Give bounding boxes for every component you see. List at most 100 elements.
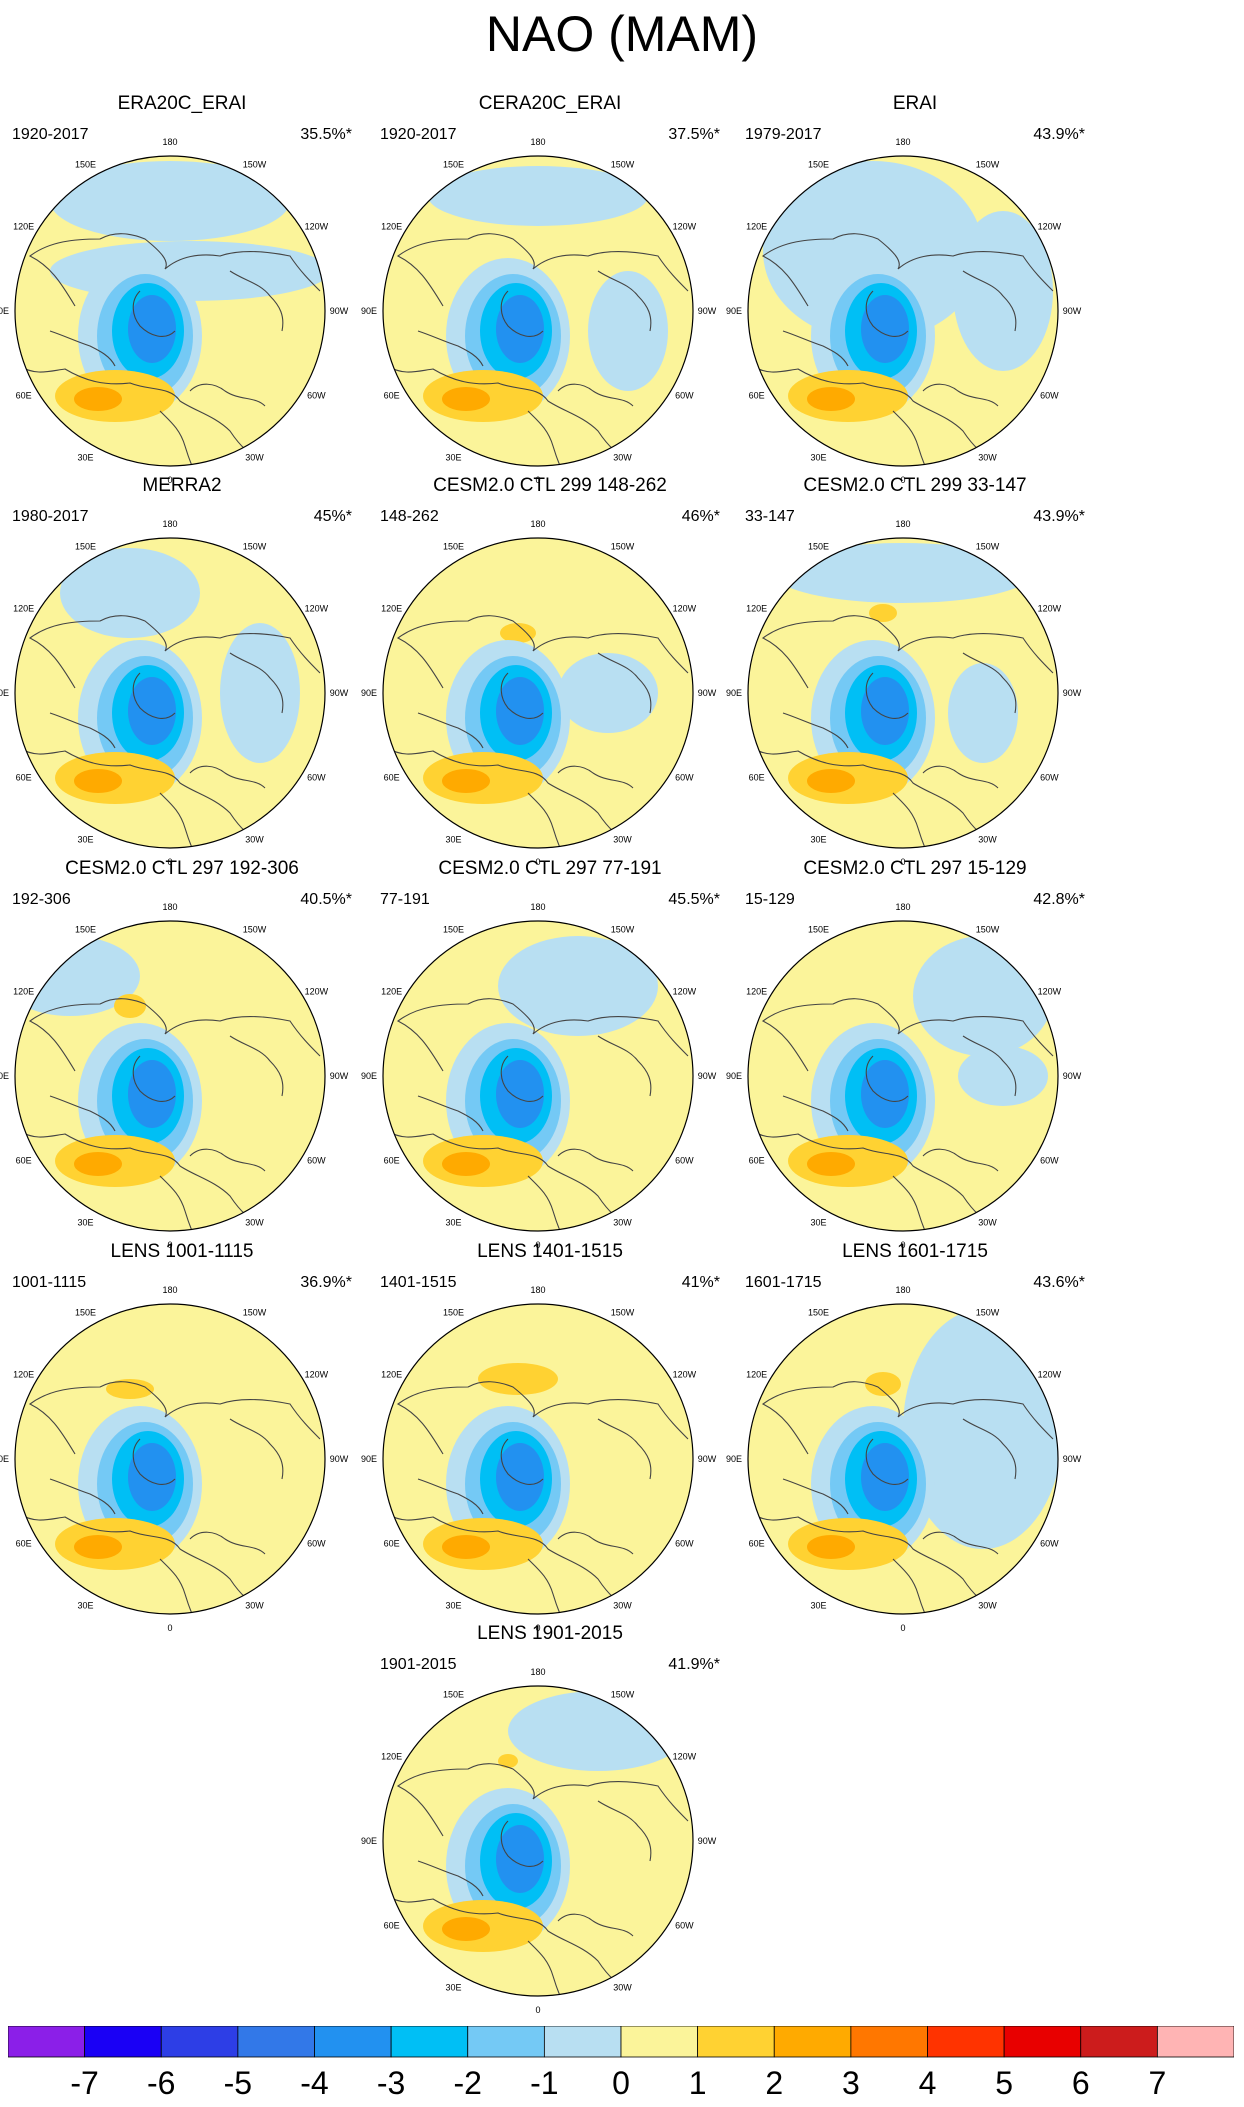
anomaly-region bbox=[428, 166, 648, 226]
anomaly-region bbox=[496, 1825, 544, 1893]
longitude-label: 90W bbox=[1063, 1454, 1082, 1464]
longitude-label: 60E bbox=[749, 1156, 765, 1166]
coastline bbox=[132, 1438, 176, 1485]
coastline bbox=[396, 1381, 689, 1455]
panel-period: 1920-2017 bbox=[12, 126, 89, 143]
panel-period: 1901-2015 bbox=[380, 1656, 457, 1673]
longitude-label: 180 bbox=[162, 1285, 177, 1295]
anomaly-region bbox=[861, 1443, 909, 1511]
coastline bbox=[782, 1095, 849, 1132]
coastline bbox=[557, 1531, 634, 1555]
longitude-label: 150W bbox=[976, 160, 1000, 170]
coastline bbox=[132, 672, 176, 719]
coastline bbox=[597, 652, 652, 714]
colorbar-box bbox=[620, 2026, 699, 2058]
panel-period: 192-306 bbox=[12, 891, 71, 908]
map-boundary bbox=[747, 155, 1059, 467]
longitude-label: 180 bbox=[895, 1285, 910, 1295]
longitude-label: 90E bbox=[0, 688, 9, 698]
colorbar-box bbox=[1080, 2026, 1158, 2058]
anomaly-region bbox=[807, 1152, 855, 1176]
longitude-label: 150E bbox=[75, 1308, 96, 1318]
longitude-label: 150W bbox=[976, 542, 1000, 552]
longitude-label: 150E bbox=[443, 160, 464, 170]
longitude-label: 30W bbox=[613, 1982, 632, 1992]
panel-title: CERA20C_ERAI bbox=[478, 93, 622, 114]
longitude-label: 30W bbox=[613, 452, 632, 462]
map-boundary bbox=[14, 920, 326, 1232]
polar-map: 180 150W 150E 120W 120E 90W 90E 60W 60E 30W 30E 0 bbox=[361, 519, 717, 867]
colorbar-tick-label: -1 bbox=[530, 2065, 559, 2101]
coastline bbox=[189, 383, 266, 407]
coastline bbox=[865, 290, 909, 337]
coastline bbox=[28, 1381, 321, 1455]
anomaly-region bbox=[478, 1363, 558, 1395]
longitude-label: 150E bbox=[808, 925, 829, 935]
longitude-label: 150W bbox=[611, 925, 635, 935]
longitude-label: 120W bbox=[305, 604, 329, 614]
coastline bbox=[417, 712, 484, 749]
longitude-label: 120W bbox=[1038, 604, 1062, 614]
longitude-label: 30E bbox=[810, 834, 826, 844]
longitude-label: 120W bbox=[673, 987, 697, 997]
longitude-label: 0 bbox=[535, 1623, 540, 1633]
panel-title: CESM2.0 CTL 297 77-191 bbox=[438, 858, 662, 879]
anomaly-region bbox=[128, 295, 176, 363]
colorbar-tick-label: -5 bbox=[223, 2065, 253, 2101]
coastline bbox=[28, 233, 321, 307]
colorbar-tick-label: -4 bbox=[300, 2065, 329, 2101]
polar-map: 180 150W 150E 120W 120E 90W 90E 60W 60E 30W 30E 0 bbox=[0, 902, 349, 1250]
coastline bbox=[500, 290, 544, 337]
longitude-label: 150W bbox=[976, 1308, 1000, 1318]
anomaly-region bbox=[913, 936, 1053, 1056]
longitude-label: 60W bbox=[675, 1921, 694, 1931]
longitude-label: 90W bbox=[698, 688, 717, 698]
longitude-label: 90W bbox=[330, 1454, 349, 1464]
anomaly-region bbox=[442, 769, 490, 793]
longitude-label: 180 bbox=[162, 137, 177, 147]
longitude-label: 90W bbox=[1063, 306, 1082, 316]
colorbar-tick-label: -3 bbox=[376, 2065, 406, 2101]
coastline bbox=[19, 1513, 266, 1610]
coastline bbox=[922, 1531, 999, 1555]
panel-variance-pct: 43.6%* bbox=[1033, 1274, 1085, 1291]
longitude-label: 60W bbox=[307, 1156, 326, 1166]
coastline bbox=[922, 1148, 999, 1172]
anomaly-region bbox=[588, 271, 668, 391]
polar-map: 180 150W 150E 120W 120E 90W 90E 60W 60E 30W 30E 0 bbox=[361, 137, 717, 485]
coastline bbox=[865, 672, 909, 719]
coastline bbox=[387, 1895, 634, 1992]
longitude-label: 0 bbox=[535, 475, 540, 485]
map-boundary bbox=[747, 920, 1059, 1232]
coastline bbox=[159, 410, 193, 466]
coastline bbox=[396, 615, 689, 689]
coastline bbox=[387, 365, 634, 462]
map-panel: CESM2.0 CTL 297 77-191 77-191 45.5%* 180 150… bbox=[361, 858, 730, 1250]
longitude-label: 0 bbox=[900, 1623, 905, 1633]
anomaly-region bbox=[869, 604, 897, 622]
colorbar-tick-label: 0 bbox=[612, 2065, 630, 2101]
coastline bbox=[396, 1763, 689, 1837]
longitude-label: 120E bbox=[13, 987, 34, 997]
polar-map: 180 150W 150E 120W 120E 90W 90E 60W 60E 30W 30E 0 bbox=[361, 1285, 717, 1633]
anomaly-region bbox=[74, 769, 122, 793]
polar-map: 180 150W 150E 120W 120E 90W 90E 60W 60E 30W 30E 0 bbox=[726, 902, 1082, 1250]
coastline bbox=[527, 1175, 561, 1231]
coastline bbox=[597, 270, 652, 332]
longitude-label: 60W bbox=[1040, 1156, 1059, 1166]
coastline bbox=[761, 998, 1054, 1072]
coastline bbox=[527, 1940, 561, 1996]
panel-title: CESM2.0 CTL 297 192-306 bbox=[65, 858, 299, 879]
coastline bbox=[19, 747, 266, 844]
coastline bbox=[782, 330, 849, 367]
coastline bbox=[752, 1130, 999, 1227]
longitude-label: 0 bbox=[900, 857, 905, 867]
anomaly-region bbox=[773, 543, 1033, 603]
longitude-label: 30E bbox=[445, 834, 461, 844]
longitude-label: 60E bbox=[749, 1539, 765, 1549]
colorbar-box bbox=[160, 2026, 239, 2058]
longitude-label: 150E bbox=[75, 542, 96, 552]
coastline bbox=[500, 1055, 544, 1102]
longitude-label: 60W bbox=[675, 391, 694, 401]
coastline bbox=[49, 712, 116, 749]
